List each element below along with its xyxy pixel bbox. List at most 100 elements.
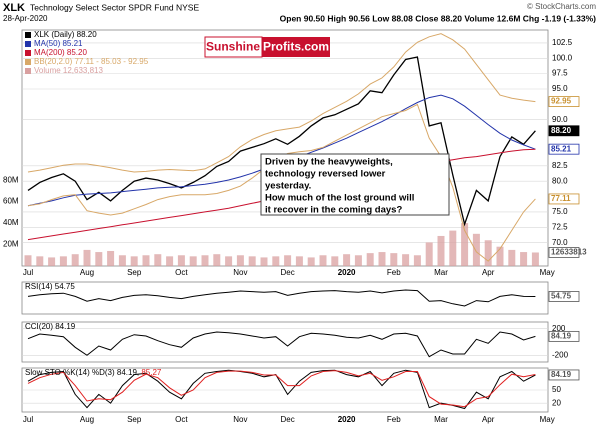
y2-tick-label: 20M — [3, 240, 19, 249]
logo: Sunshine Profits.com — [204, 36, 330, 58]
x-tick-label: Jul — [23, 415, 33, 424]
legend-swatch — [25, 32, 31, 38]
volume-bar — [24, 255, 32, 266]
volume-bar — [343, 254, 351, 266]
y-tick-label: 82.5 — [552, 161, 568, 170]
series-line — [27, 56, 536, 227]
volume-bar — [107, 250, 115, 266]
y-tick-label: 97.5 — [552, 69, 568, 78]
y2-tick-label: 80M — [3, 175, 19, 184]
panel-title-text: RSI(14) 54.75 — [25, 282, 75, 291]
x-tick-label: Feb — [387, 415, 401, 424]
legend-swatch — [25, 59, 31, 65]
last-value-box — [548, 369, 580, 381]
volume-bar — [520, 252, 528, 266]
volume-bar — [331, 256, 339, 266]
y-tick-label: 72.5 — [552, 222, 568, 231]
y-tick-label: 80.0 — [552, 176, 568, 185]
volume-bar — [449, 230, 457, 266]
volume-bar — [390, 253, 398, 266]
volume-bar — [461, 223, 469, 266]
x-tick-label: May — [540, 415, 555, 424]
volume-bar — [130, 256, 138, 266]
series-line — [27, 289, 536, 307]
series-line — [27, 331, 536, 358]
volume-bar — [201, 255, 209, 266]
volume-bar — [319, 255, 327, 266]
volume-bar — [484, 240, 492, 266]
volume-bar — [354, 255, 362, 266]
x-tick-label: Nov — [233, 415, 247, 424]
last-value-label: 12633813 — [551, 248, 587, 257]
last-value-box — [548, 143, 580, 155]
annotation-line: technology reversed lower — [265, 169, 386, 180]
annotation: Driven by the heavyweights, technology r… — [260, 153, 450, 216]
x-tick-label: May — [540, 268, 555, 277]
date: 28-Apr-2020 — [3, 14, 48, 23]
last-value-box — [548, 96, 580, 107]
x-tick-label: 2020 — [338, 268, 356, 277]
volume-bar — [248, 256, 256, 266]
volume-bar — [154, 254, 162, 266]
last-value-box — [548, 193, 580, 205]
last-value-label: 85.21 — [551, 144, 572, 153]
volume-bar — [213, 254, 221, 266]
logo-text: Sunshine — [206, 40, 260, 54]
last-value-label: 92.95 — [551, 97, 572, 106]
annotation-line: it recover in the coming days? — [265, 205, 402, 216]
symbol: XLK — [3, 2, 25, 14]
volume-bar — [402, 254, 410, 266]
volume-bar — [48, 257, 56, 266]
volume-bar — [284, 255, 292, 266]
legend-entry: MA(200) 85.20 — [34, 48, 87, 57]
panel-title: RSI(14) 54.75 — [25, 282, 75, 291]
x-tick-label: Aug — [80, 268, 94, 277]
volume-bar — [118, 255, 126, 266]
panel-title-text: CCI(20) 84.19 — [25, 322, 76, 331]
volume-bar — [95, 252, 103, 266]
volume-bar — [472, 233, 480, 266]
panel-title: Slow STO %K(14) %D(3) 84.19, 85.27 — [25, 368, 162, 377]
volume-bar — [413, 255, 421, 266]
volume-bar — [272, 256, 280, 266]
fund-name: Technology Select Sector SPDR Fund NYSE — [30, 2, 199, 12]
volume-bar — [307, 257, 315, 266]
annotation-line: How much of the lost ground will — [265, 193, 414, 204]
x-tick-label: Jul — [23, 268, 33, 277]
x-tick-label: Dec — [280, 415, 294, 424]
panel-title-text: 85.27 — [141, 368, 162, 377]
y-tick-label: -200 — [552, 350, 569, 359]
logo-text: Profits.com — [263, 40, 329, 54]
volume-bar — [260, 257, 268, 266]
volume-bar — [166, 256, 174, 266]
volume-bar — [366, 253, 374, 266]
x-tick-label: Apr — [482, 268, 495, 277]
x-tick-label: Feb — [387, 268, 401, 277]
last-value-label: 77.11 — [551, 194, 571, 203]
last-value-label: 88.20 — [551, 126, 572, 135]
annotation-box — [260, 153, 450, 216]
legend-entry: MA(50) 85.21 — [34, 39, 83, 48]
x-tick-label: Dec — [280, 268, 294, 277]
panel-frame — [21, 281, 549, 315]
volume-bar — [189, 256, 197, 266]
x-tick-label: Sep — [127, 268, 142, 277]
volume-bar — [142, 255, 150, 266]
y2-tick-label: 60M — [3, 197, 19, 206]
y2-tick-label: 40M — [3, 218, 19, 227]
y-tick-label: 200 — [552, 324, 566, 333]
x-tick-label: 2020 — [338, 415, 356, 424]
y-tick-label: 95.0 — [552, 84, 568, 93]
x-tick-label: Sep — [127, 415, 142, 424]
volume-bar — [59, 256, 67, 266]
volume-bar — [36, 256, 44, 266]
legend-swatch — [25, 50, 31, 56]
x-tick-label: Aug — [80, 415, 94, 424]
y-tick-label: 100.0 — [552, 53, 573, 62]
volume-bar — [437, 235, 445, 266]
last-value-box — [548, 125, 580, 137]
volume-bar — [295, 256, 303, 266]
band-line — [27, 33, 536, 173]
legend-entry: XLK (Daily) 88.20 — [34, 30, 97, 39]
